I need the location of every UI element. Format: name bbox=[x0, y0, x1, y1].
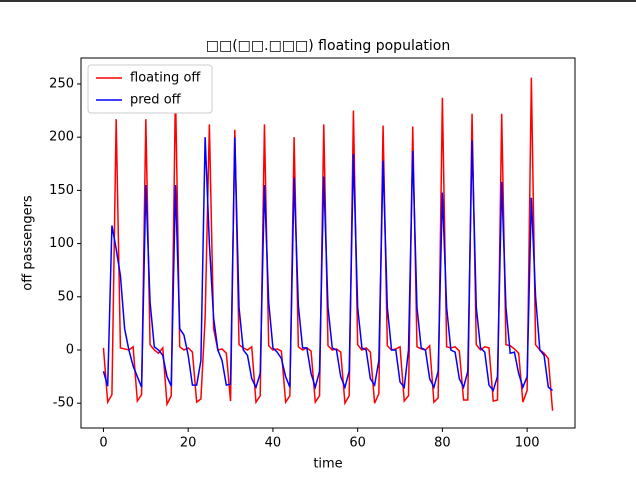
plot-frame bbox=[80, 57, 576, 429]
x-tick-label: 20 bbox=[180, 436, 197, 451]
x-tick-label: 100 bbox=[515, 436, 540, 451]
legend-label: floating off bbox=[130, 71, 201, 86]
y-tick-label: 0 bbox=[66, 342, 74, 357]
x-tick-label: 80 bbox=[434, 436, 451, 451]
series-line bbox=[102, 137, 553, 393]
chart-title: □□(□□.□□□) floating population bbox=[206, 38, 450, 54]
y-tick-label: 150 bbox=[49, 183, 74, 198]
y-axis-label: off passengers bbox=[21, 195, 36, 291]
x-tick-label: 40 bbox=[265, 436, 282, 451]
top-edge bbox=[0, 0, 636, 2]
legend-box bbox=[87, 64, 213, 114]
y-tick-label: 100 bbox=[49, 236, 74, 251]
x-axis-label: time bbox=[313, 457, 342, 472]
legend-label: pred off bbox=[130, 93, 182, 108]
y-tick-label: 50 bbox=[57, 289, 74, 304]
x-tick-label: 0 bbox=[99, 436, 107, 451]
x-tick-label: 60 bbox=[349, 436, 366, 451]
y-tick-label: 200 bbox=[49, 130, 74, 145]
y-tick-label: -50 bbox=[53, 396, 74, 411]
y-tick-label: 250 bbox=[49, 76, 74, 91]
